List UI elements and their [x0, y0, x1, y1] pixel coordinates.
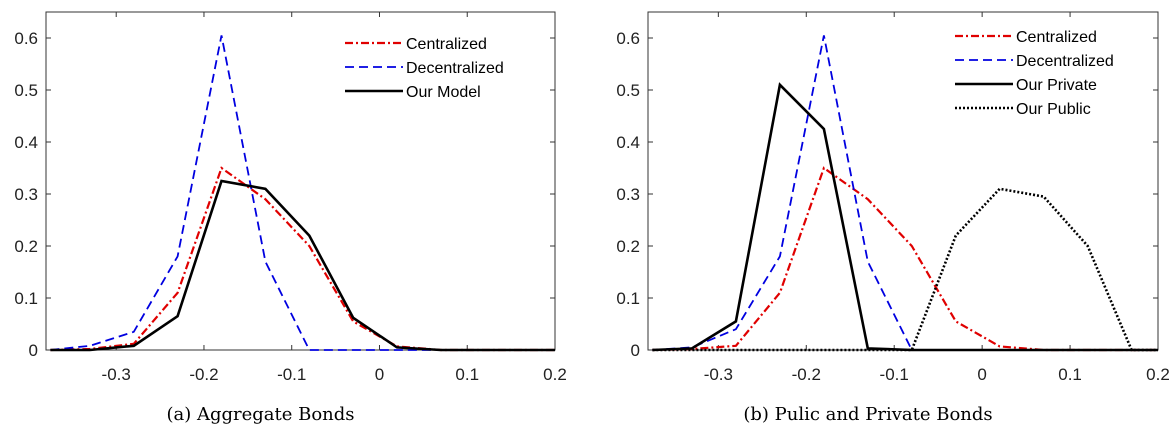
legend-label: Decentralized: [1016, 53, 1114, 70]
plot-frame: [45, 11, 556, 351]
x-tick-label: 0: [375, 365, 384, 384]
y-tick-label: 0.3: [616, 185, 640, 204]
x-tick-label: -0.2: [189, 365, 218, 384]
series-line-our-private: [652, 82, 1158, 352]
series-line-our-model: [50, 179, 555, 352]
y-tick-label: 0.5: [14, 81, 38, 100]
x-tick-label: 0.2: [543, 365, 567, 384]
y-tick-label: 0.6: [616, 29, 640, 48]
y-tick-label: 0.2: [14, 237, 38, 256]
legend-label: Centralized: [1016, 29, 1097, 46]
y-tick-label: 0.3: [14, 185, 38, 204]
legend-label: Decentralized: [406, 60, 504, 77]
x-tick-label: -0.1: [277, 365, 306, 384]
x-tick-label: -0.3: [102, 365, 131, 384]
chart-caption: (a) Aggregate Bonds: [166, 404, 354, 425]
series-line-centralized: [652, 166, 1158, 352]
legend: Centralized Decentralized Our Private Our P…: [955, 29, 1114, 118]
legend-label: Our Model: [406, 84, 481, 101]
chart-b: 0 0.1 0.2 0.3 0.4 0.5 0.6 -0.3 -0.2 -0.1 0 0.1 0.2 Ce…: [616, 11, 1170, 425]
chart-caption: (b) Pulic and Private Bonds: [743, 404, 992, 425]
x-tick-label: 0: [977, 365, 986, 384]
legend-label: Our Private: [1016, 77, 1097, 94]
series-line-decentralized: [50, 35, 555, 351]
x-tick-label: -0.3: [704, 365, 733, 384]
y-tick-label: 0.1: [14, 289, 38, 308]
x-tick-label: -0.2: [792, 365, 821, 384]
y-tick-label: 0.1: [616, 289, 640, 308]
legend-label: Centralized: [406, 36, 487, 53]
series-line-centralized: [50, 166, 555, 352]
y-tick-label: 0.2: [616, 237, 640, 256]
y-tick-label: 0: [29, 341, 38, 360]
y-tick-label: 0.4: [14, 133, 38, 152]
x-tick-label: 0.2: [1146, 365, 1170, 384]
y-tick-label: 0.5: [616, 81, 640, 100]
y-tick-label: 0.6: [14, 29, 38, 48]
legend-label: Our Public: [1016, 101, 1091, 118]
series-line-our-public: [652, 187, 1158, 352]
x-tick-label: -0.1: [880, 365, 909, 384]
y-tick-label: 0: [631, 341, 640, 360]
legend: Centralized Decentralized Our Model: [345, 36, 504, 101]
chart-a: 0 0.1 0.2 0.3 0.4 0.5 0.6 -0.3 -0.2 -0.1 0 0.1 0.2 Ce…: [14, 11, 567, 425]
x-tick-label: 0.1: [455, 365, 479, 384]
x-tick-label: 0.1: [1058, 365, 1082, 384]
y-tick-label: 0.4: [616, 133, 640, 152]
